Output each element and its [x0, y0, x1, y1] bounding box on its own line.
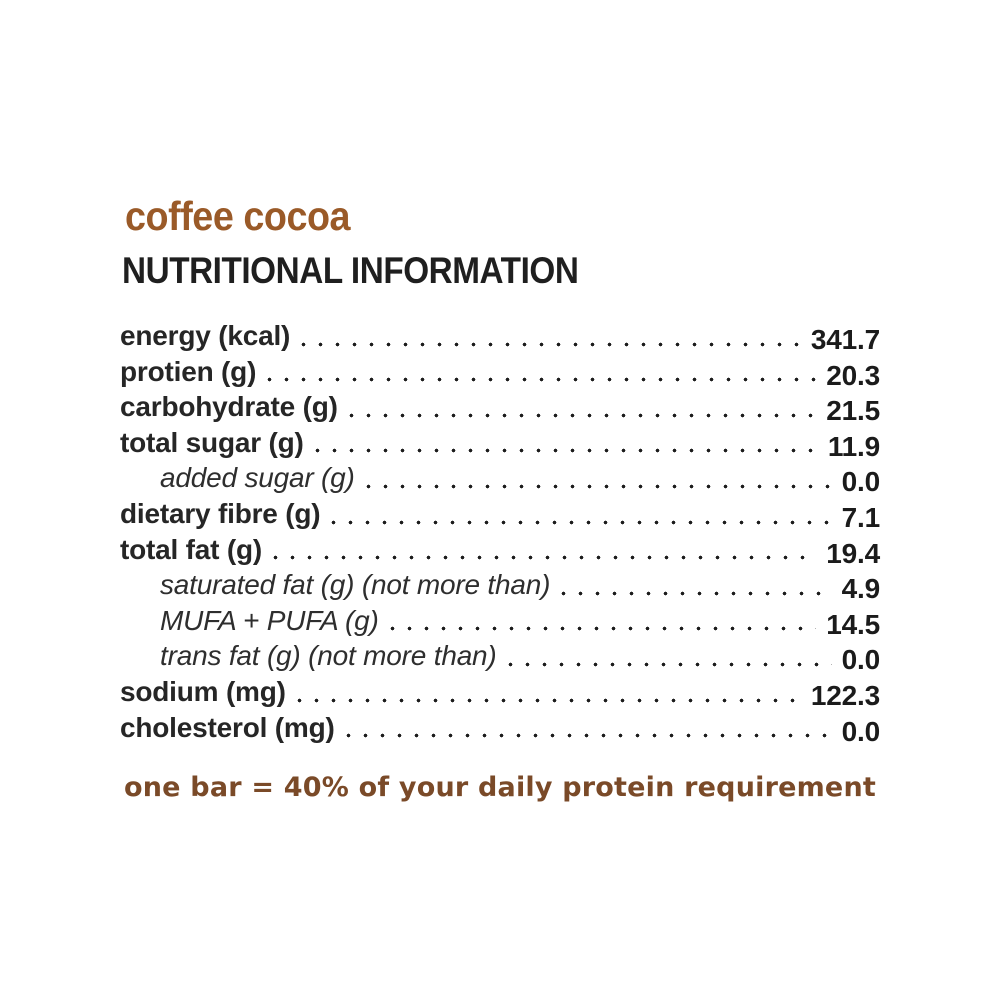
nutrition-row-dietary-fibre: dietary fibre (g) 7.1 — [120, 496, 880, 533]
row-value: 20.3 — [826, 359, 880, 391]
nutrition-row-added-sugar: added sugar (g) 0.0 — [120, 460, 880, 497]
row-label: cholesterol (mg) — [120, 711, 335, 743]
row-value: 11.9 — [827, 430, 880, 462]
row-value: 4.9 — [841, 573, 881, 605]
dotted-leader — [267, 377, 817, 383]
row-label: trans fat (g) (not more than) — [160, 640, 497, 672]
row-value: 7.1 — [841, 501, 881, 533]
row-label: added sugar (g) — [160, 462, 355, 494]
dotted-leader — [273, 555, 817, 561]
dotted-leader — [296, 697, 801, 703]
row-label: total sugar (g) — [120, 426, 304, 458]
row-value: 122.3 — [810, 679, 880, 711]
dotted-leader — [561, 590, 832, 596]
row-label: dietary fibre (g) — [120, 497, 321, 529]
row-value: 0.0 — [841, 644, 881, 676]
row-label: sodium (mg) — [120, 675, 286, 707]
row-label: protien (g) — [120, 355, 257, 387]
nutrition-row-mufa-pufa: MUFA + PUFA (g) 14.5 — [120, 603, 880, 640]
row-value: 0.0 — [841, 715, 881, 747]
nutrition-row-total-fat: total fat (g) 19.4 — [120, 532, 880, 569]
dotted-leader — [345, 733, 832, 739]
row-label: energy (kcal) — [120, 320, 291, 351]
dotted-leader — [389, 626, 817, 632]
nutrition-row-carbohydrate: carbohydrate (g) 21.5 — [120, 389, 880, 426]
protein-claim-note: one bar = 40% of your daily protein requ… — [124, 772, 876, 804]
section-title: NUTRITIONAL INFORMATION — [122, 250, 579, 291]
dotted-leader — [314, 448, 818, 454]
row-label: saturated fat (g) (not more than) — [160, 569, 551, 601]
row-value: 0.0 — [841, 466, 881, 498]
row-label: carbohydrate (g) — [120, 391, 338, 423]
nutrition-row-trans-fat: trans fat (g) (not more than) 0.0 — [120, 638, 880, 675]
nutrition-table: energy (kcal) 341.7 protien (g) 20.3 car… — [120, 318, 880, 747]
nutrition-row-protein: protien (g) 20.3 — [120, 354, 880, 391]
nutrition-row-energy: energy (kcal) 341.7 — [120, 318, 880, 355]
row-value: 19.4 — [826, 537, 880, 569]
row-value: 21.5 — [826, 395, 880, 427]
row-label: MUFA + PUFA (g) — [160, 604, 379, 636]
row-label: total fat (g) — [120, 533, 263, 565]
nutrition-row-saturated-fat: saturated fat (g) (not more than) 4.9 — [120, 567, 880, 604]
dotted-leader — [331, 519, 832, 525]
nutrition-label: coffee cocoa NUTRITIONAL INFORMATION ene… — [120, 193, 880, 804]
nutrition-row-cholesterol: cholesterol (mg) 0.0 — [120, 710, 880, 747]
dotted-leader — [301, 341, 801, 347]
row-value: 341.7 — [810, 324, 880, 355]
nutrition-row-total-sugar: total sugar (g) 11.9 — [120, 425, 880, 462]
dotted-leader — [507, 661, 832, 667]
flavor-title: coffee cocoa — [125, 193, 351, 239]
row-value: 14.5 — [826, 608, 880, 640]
dotted-leader — [348, 412, 817, 418]
dotted-leader — [365, 483, 832, 489]
nutrition-row-sodium: sodium (mg) 122.3 — [120, 674, 880, 711]
